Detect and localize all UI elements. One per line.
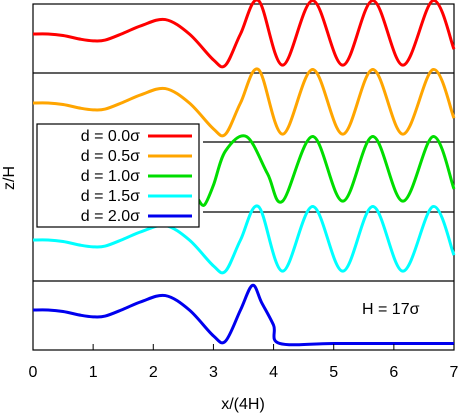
series-line-3 <box>32 204 456 275</box>
x-ticks: 0 1 2 3 4 5 6 7 <box>29 344 459 381</box>
series-line-0 <box>32 0 456 69</box>
y-axis-label: z/H <box>1 166 18 190</box>
legend-label-1: d = 0.5σ <box>81 148 140 165</box>
x-tick-label-4: 4 <box>269 364 278 381</box>
x-tick-label-6: 6 <box>389 364 398 381</box>
x-tick-label-5: 5 <box>329 364 338 381</box>
curves <box>32 0 456 347</box>
legend-label-0: d = 0.0σ <box>81 128 140 145</box>
series-line-2 <box>197 134 456 207</box>
x-axis-label: x/(4H) <box>221 396 265 413</box>
x-tick-label-1: 1 <box>89 364 98 381</box>
annotation-h: H = 17σ <box>362 301 420 318</box>
legend: d = 0.0σ d = 0.5σ d = 1.0σ d = 1.5σ d = 2.0σ <box>36 123 200 228</box>
legend-label-3: d = 1.5σ <box>81 188 140 205</box>
x-tick-label-3: 3 <box>209 364 218 381</box>
legend-label-2: d = 1.0σ <box>81 168 140 185</box>
x-tick-label-0: 0 <box>29 364 38 381</box>
x-tick-label-7: 7 <box>450 364 459 381</box>
series-line-4 <box>32 283 454 347</box>
plot-frame <box>32 3 455 351</box>
x-tick-label-2: 2 <box>149 364 158 381</box>
series-line-1 <box>32 67 456 138</box>
legend-label-4: d = 2.0σ <box>81 208 140 225</box>
